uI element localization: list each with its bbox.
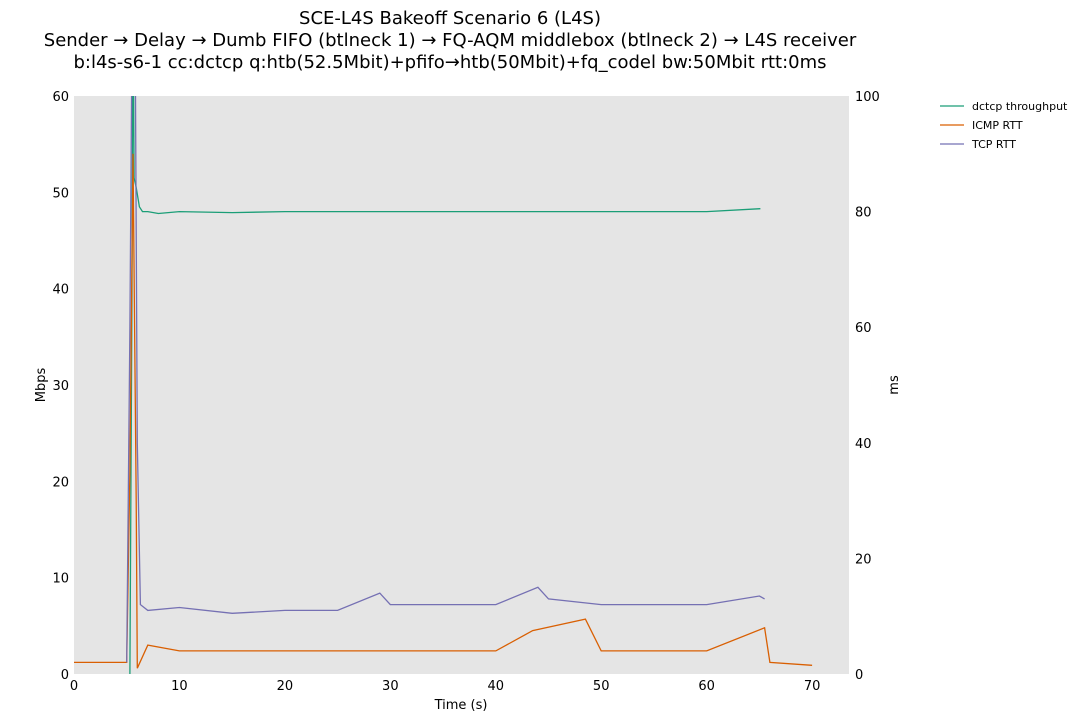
- y-left-tick-label-5: 50: [52, 186, 69, 201]
- y-right-tick-label-4: 80: [855, 206, 872, 221]
- y-right-tick-label-0: 0: [855, 668, 863, 683]
- legend-label-0: dctcp throughput: [972, 100, 1068, 113]
- y-left-tick-label-2: 20: [52, 475, 69, 490]
- x-tick-label-2: 20: [277, 679, 294, 694]
- x-tick-label-3: 30: [382, 679, 399, 694]
- y-right-tick-label-3: 60: [855, 321, 872, 336]
- y-axis-left-label: Mbps: [34, 368, 49, 403]
- series-line-0: [129, 96, 761, 674]
- y-left-tick-label-4: 40: [52, 283, 69, 298]
- x-tick-label-1: 10: [171, 679, 188, 694]
- y-right-tick-label-1: 20: [855, 552, 872, 567]
- x-tick-label-0: 0: [70, 679, 78, 694]
- x-axis-ticks: 0 10 20 30 40 50 60 70: [70, 679, 821, 694]
- chart-title-line-1: SCE-L4S Bakeoff Scenario 6 (L4S): [299, 8, 601, 29]
- series-layer: [74, 96, 813, 674]
- y-axis-left-ticks: 0 10 20 30 40 50 60: [52, 90, 69, 683]
- y-right-tick-label-5: 100: [855, 90, 880, 105]
- x-tick-label-4: 40: [487, 679, 504, 694]
- legend-label-1: ICMP RTT: [972, 119, 1023, 132]
- x-axis-label: Time (s): [434, 698, 488, 713]
- x-tick-label-7: 70: [804, 679, 821, 694]
- y-axis-right-label: ms: [887, 375, 902, 395]
- y-right-tick-label-2: 40: [855, 437, 872, 452]
- y-left-tick-label-0: 0: [61, 668, 69, 683]
- x-tick-label-5: 50: [593, 679, 610, 694]
- legend: dctcp throughput ICMP RTT TCP RTT: [940, 100, 1068, 151]
- y-axis-right-ticks: 0 20 40 60 80 100: [855, 90, 880, 683]
- legend-label-2: TCP RTT: [971, 138, 1016, 151]
- y-left-tick-label-1: 10: [52, 572, 69, 587]
- series-line-2: [126, 96, 765, 663]
- plot-area: [74, 96, 849, 674]
- x-tick-label-6: 60: [698, 679, 715, 694]
- chart-title-line-2: Sender → Delay → Dumb FIFO (btlneck 1) →…: [44, 30, 857, 51]
- series-line-1: [74, 153, 813, 669]
- y-left-tick-label-3: 30: [52, 379, 69, 394]
- chart-title-line-3: b:l4s-s6-1 cc:dctcp q:htb(52.5Mbit)+pfif…: [73, 52, 826, 73]
- y-left-tick-label-6: 60: [52, 90, 69, 105]
